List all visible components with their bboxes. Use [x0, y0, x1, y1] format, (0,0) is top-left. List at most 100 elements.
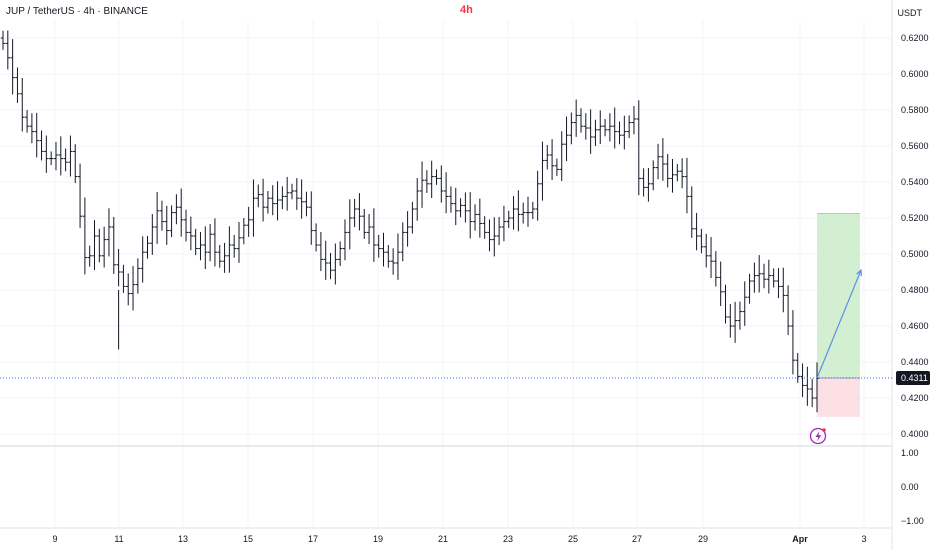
current-price-label: 0.4311 — [901, 373, 928, 383]
ohlc-bar — [227, 226, 232, 273]
date-tick-label: 9 — [52, 534, 57, 544]
date-tick-label: 15 — [243, 534, 253, 544]
ohlc-bar — [578, 108, 584, 133]
ohlc-bar — [328, 252, 333, 280]
ohlc-bar — [809, 378, 815, 408]
ohlc-bar — [506, 210, 511, 229]
ohlc-bar — [617, 121, 622, 145]
ohlc-bar — [626, 115, 632, 139]
ohlc-bar — [15, 67, 20, 103]
ohlc-bar — [646, 167, 651, 202]
ohlc-bar — [655, 143, 661, 180]
ohlc-bar — [468, 192, 473, 239]
date-tick-label: 11 — [114, 534, 123, 544]
ohlc-bar — [260, 178, 266, 222]
date-tick-label: 13 — [178, 534, 188, 544]
ohlc-bar — [82, 197, 88, 275]
price-tick-label: 0.6000 — [901, 69, 929, 79]
target-zone — [817, 213, 860, 379]
ohlc-bar — [207, 224, 213, 262]
price-tick-label: 0.4800 — [901, 285, 929, 295]
ohlc-bar — [174, 194, 179, 225]
ohlc-bar — [265, 191, 271, 214]
ohlc-bar — [660, 138, 666, 181]
price-tick-label: 0.4000 — [901, 429, 929, 439]
ohlc-bar — [68, 135, 73, 177]
ohlc-bar — [419, 161, 425, 208]
ohlc-bar — [443, 172, 449, 214]
symbol-title[interactable]: JUP / TetherUS · 4h · BINANCE — [6, 6, 148, 17]
ohlc-bar — [415, 178, 420, 221]
ohlc-bar — [193, 228, 198, 256]
ohlc-bar — [689, 186, 694, 238]
ohlc-bar — [708, 237, 714, 279]
ohlc-bar — [246, 206, 251, 237]
date-tick-label: 19 — [373, 534, 383, 544]
ohlc-bar — [631, 106, 637, 135]
ohlc-bar — [0, 30, 6, 50]
ohlc-bar — [573, 99, 579, 137]
ohlc-bar — [159, 200, 165, 231]
ohlc-bar — [251, 179, 256, 237]
ohlc-bar — [540, 141, 545, 201]
ohlc-bar — [496, 216, 502, 246]
ohlc-bar — [299, 179, 304, 219]
ohlc-bar — [111, 216, 116, 274]
ohlc-bar — [183, 209, 189, 242]
ohlc-bar — [390, 248, 396, 275]
ohlc-bar — [77, 163, 83, 228]
ohlc-bar — [472, 204, 478, 231]
date-tick-label: Apr — [792, 534, 808, 544]
ohlc-bar — [583, 113, 589, 140]
ohlc-bar — [121, 264, 126, 293]
ohlc-bar — [333, 243, 338, 285]
ohlc-bar — [477, 198, 483, 238]
ohlc-bar — [386, 245, 391, 268]
ohlc-bar — [48, 151, 54, 166]
date-tick-label: 25 — [568, 534, 578, 544]
ohlc-bar — [63, 148, 68, 172]
ohlc-bar — [410, 201, 415, 234]
ohlc-bar — [39, 130, 44, 161]
currency-label[interactable]: USDT — [897, 8, 923, 18]
ohlc-bar — [203, 226, 208, 270]
ohlc-bar — [790, 310, 796, 375]
price-tick-label: 0.5800 — [901, 105, 929, 115]
flash-icon[interactable] — [809, 427, 827, 445]
price-tick-label: 0.4600 — [901, 321, 929, 331]
ohlc-bar — [723, 284, 728, 324]
ohlc-bar — [280, 186, 285, 210]
ohlc-bar — [785, 285, 791, 336]
ohlc-bar — [564, 116, 569, 162]
ohlc-bar — [231, 234, 237, 258]
ohlc-bar — [34, 112, 39, 158]
ohlc-bar — [337, 241, 343, 266]
ohlc-bar — [29, 113, 35, 144]
ohlc-bar — [256, 184, 261, 208]
ohlc-bar — [675, 164, 680, 182]
ohlc-bar — [304, 191, 309, 217]
ohlc-bar — [222, 242, 227, 273]
ohlc-bar — [309, 191, 314, 245]
price-axis[interactable]: 0.6200 0.6000 0.5800 0.5600 0.5400 0.5200 0.50… — [896, 33, 930, 439]
ohlc-bar — [530, 201, 536, 220]
time-axis[interactable]: 9 11 13 15 17 19 21 23 25 27 29 Apr 3 — [52, 534, 866, 544]
ohlc-bar — [130, 265, 136, 311]
ohlc-bars — [0, 30, 820, 413]
ohlc-bar — [439, 165, 444, 203]
ohlc-bar — [747, 273, 752, 304]
flash-icon-bolt — [815, 431, 822, 442]
indicator-tick-label: −1.00 — [901, 516, 924, 526]
ohlc-bar — [728, 304, 733, 338]
ohlc-bar — [20, 77, 25, 132]
risk-reward-position[interactable] — [817, 213, 860, 417]
ohlc-bar — [429, 160, 434, 199]
ohlc-bar — [448, 186, 454, 213]
date-tick-label: 27 — [632, 534, 642, 544]
price-tick-label: 0.5400 — [901, 177, 929, 187]
ohlc-bar — [371, 208, 377, 262]
ohlc-bar — [275, 181, 280, 221]
ohlc-bar — [520, 202, 526, 224]
ohlc-bar — [776, 268, 781, 299]
